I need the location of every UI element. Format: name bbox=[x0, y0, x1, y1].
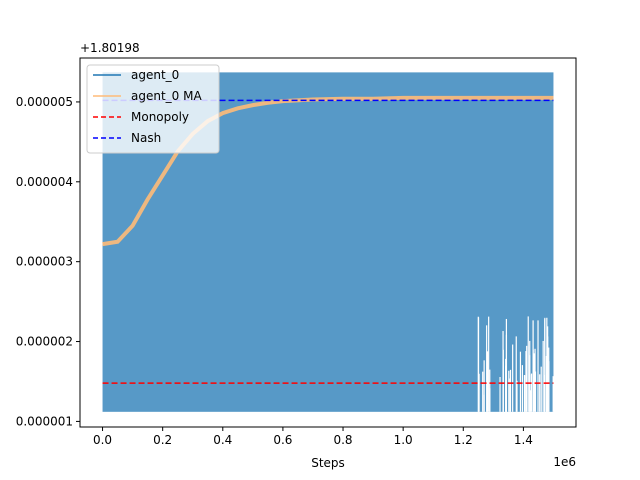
x-tick-label: 0.6 bbox=[273, 433, 292, 447]
x-tick-label: 1.0 bbox=[394, 433, 413, 447]
x-axis: 0.0 0.2 0.4 0.6 0.8 1.0 1.2 1.4 bbox=[93, 427, 533, 447]
legend-box bbox=[86, 64, 220, 154]
series-line-agent_0-ma bbox=[102, 95, 554, 247]
x-axis-label: Steps bbox=[311, 456, 345, 470]
x-offset-text: 1e6 bbox=[553, 455, 576, 469]
x-tick-label: 0.0 bbox=[93, 433, 112, 447]
legend-label: agent_0 bbox=[131, 68, 179, 82]
x-tick-label: 1.2 bbox=[454, 433, 473, 447]
axes-frame bbox=[79, 57, 577, 428]
y-tick-label: 0.000004 bbox=[16, 175, 73, 189]
y-tick-label: 0.000001 bbox=[16, 414, 73, 428]
x-tick-label: 0.8 bbox=[333, 433, 352, 447]
y-offset-text: +1.80198 bbox=[80, 41, 140, 55]
legend-label: Nash bbox=[131, 131, 161, 145]
legend-label: agent_0 MA bbox=[131, 89, 202, 103]
y-axis: 0.000001 0.000002 0.000003 0.000004 0.000005 bbox=[16, 95, 80, 428]
y-tick-label: 0.000005 bbox=[16, 95, 73, 109]
y-tick-label: 0.000003 bbox=[16, 255, 73, 269]
x-tick-label: 0.4 bbox=[213, 433, 232, 447]
y-tick-label: 0.000002 bbox=[16, 335, 73, 349]
x-tick-label: 0.2 bbox=[153, 433, 172, 447]
x-tick-label: 1.4 bbox=[514, 433, 533, 447]
legend: agent_0 agent_0 MA Monopoly Nash bbox=[86, 64, 220, 154]
legend-label: Monopoly bbox=[131, 110, 189, 124]
